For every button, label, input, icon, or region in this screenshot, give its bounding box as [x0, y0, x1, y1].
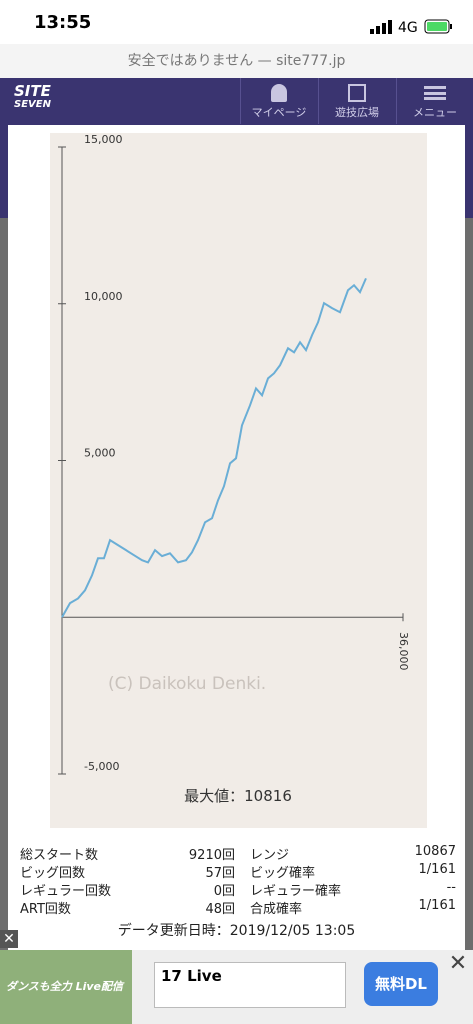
- stat-value: 1/161: [418, 898, 456, 913]
- url-bar[interactable]: 安全ではありません — site777.jp: [0, 44, 473, 78]
- ad-title: 17 Live: [154, 962, 346, 1008]
- stats-row: レギュラー回数 0回 レギュラー確率 --: [0, 880, 473, 899]
- max-value-label: 最大値：10816: [184, 787, 292, 805]
- stat-value: 48回: [205, 902, 235, 917]
- clock: 13:55: [34, 12, 92, 33]
- x-tick-label: 36,000: [397, 632, 410, 671]
- stat-value: 10867: [414, 844, 456, 859]
- y-tick-label: 10,000: [84, 290, 123, 303]
- logo[interactable]: SITE SEVEN: [14, 84, 51, 112]
- logo-bottom: SEVEN: [14, 99, 51, 110]
- y-tick-label: -5,000: [84, 760, 119, 773]
- stats-row: 総スタート数 9210回 レンジ 10867: [0, 844, 473, 863]
- close-ad-button[interactable]: ✕: [0, 930, 18, 948]
- update-time: データ更新日時：2019/12/05 13:05: [117, 923, 356, 939]
- battery-icon: [424, 19, 452, 34]
- stat-value: 9210回: [188, 848, 235, 863]
- stats-row: ビッグ回数 57回 ビッグ確率 1/161: [0, 862, 473, 881]
- nav-label: メニュー: [413, 106, 457, 119]
- ad-banner[interactable]: ダンスも全力 Live配信 17 Live 無料DL ✕: [0, 950, 473, 1024]
- stats-table: 総スタート数 9210回 レンジ 10867 ビッグ回数 57回 ビッグ確率 1/161 レギュ…: [0, 844, 473, 920]
- watermark: (C) Daikoku Denki.: [108, 674, 266, 694]
- stat-label: 総スタート数: [20, 848, 99, 863]
- chart: (C) Daikoku Denki. 最大値：10816 -5,000 5,000…: [50, 133, 427, 828]
- y-tick-label: 15,000: [84, 133, 123, 146]
- stat-label: ビッグ回数: [20, 866, 86, 881]
- nav-item[interactable]: マイページ: [240, 78, 317, 124]
- stat-value: 1/161: [418, 862, 456, 877]
- stat-label: レギュラー回数: [20, 884, 112, 899]
- y-tick-label: 5,000: [84, 447, 116, 460]
- stats-row: ART回数 48回 合成確率 1/161: [0, 898, 473, 917]
- nav-label: 遊技広場: [335, 106, 379, 119]
- data-line: [61, 277, 367, 618]
- nav-item[interactable]: 遊技広場: [318, 78, 395, 124]
- network: 4G: [398, 20, 418, 36]
- ad-close[interactable]: ✕: [448, 951, 468, 976]
- nav-item[interactable]: メニュー: [396, 78, 473, 124]
- ad-image: ダンスも全力 Live配信: [0, 950, 132, 1024]
- logo-top: SITE: [14, 82, 51, 100]
- stat-value: 0回: [213, 884, 235, 899]
- stat-label: ビッグ確率: [250, 866, 316, 881]
- stat-label: レギュラー確率: [250, 884, 342, 899]
- signal-icon: [370, 20, 392, 34]
- stat-value: --: [446, 880, 456, 895]
- status-bar: 13:55 4G: [0, 0, 473, 44]
- ad-button[interactable]: 無料DL: [364, 962, 438, 1006]
- stat-value: 57回: [205, 866, 235, 881]
- stat-label: レンジ: [250, 848, 290, 863]
- stat-label: 合成確率: [250, 902, 303, 917]
- chart-background: [50, 133, 427, 828]
- nav-label: マイページ: [251, 106, 307, 119]
- stat-label: ART回数: [20, 902, 71, 917]
